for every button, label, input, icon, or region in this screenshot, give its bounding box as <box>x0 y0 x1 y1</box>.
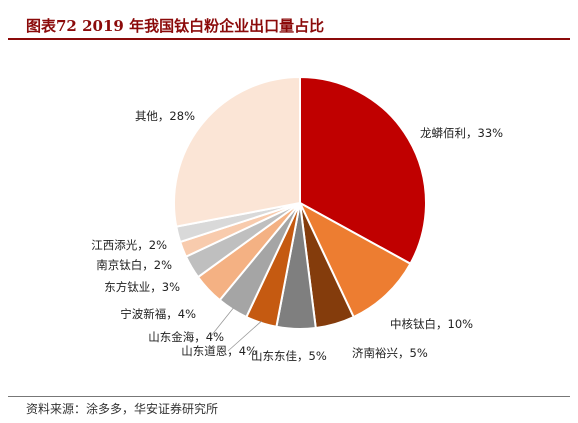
pie-chart: 龙蟒佰利，33% 中核钛白，10% 济南裕兴，5% 山东东佳，5%山东道恩，4%山东金… <box>91 75 503 363</box>
slice-label: 中核钛白，10% <box>390 317 473 331</box>
slice-label: 龙蟒佰利，33% <box>420 126 503 140</box>
chart-title: 图表72 2019 年我国钛白粉企业出口量占比 <box>26 17 325 35</box>
slice-label: 山东金海，4% <box>148 330 224 344</box>
slice-label: 宁波新福，4% <box>120 307 196 321</box>
title-bar: 图表72 2019 年我国钛白粉企业出口量占比 <box>8 8 570 40</box>
leader-line <box>227 320 262 352</box>
pie-slice <box>173 75 301 228</box>
source-note: 资料来源：涂多多，华安证券研究所 <box>26 402 219 416</box>
source-bar: 资料来源：涂多多，华安证券研究所 <box>8 396 570 419</box>
pie-slices <box>173 75 427 331</box>
slice-labels: 龙蟒佰利，33% 中核钛白，10% 济南裕兴，5% 山东东佳，5%山东道恩，4%山东金… <box>91 109 503 363</box>
slice-label: 山东东佳，5% <box>251 349 327 363</box>
leader-lines <box>210 307 262 352</box>
slice-label: 山东道恩，4% <box>181 344 257 358</box>
slice-label: 江西添光，2% <box>91 238 167 252</box>
slice-label: 其他，28% <box>135 109 195 123</box>
pie-slice <box>299 75 427 266</box>
slice-label: 南京钛白，2% <box>96 258 172 272</box>
pie-slice <box>297 200 412 319</box>
slice-label: 东方钛业，3% <box>104 280 180 294</box>
slice-label: 济南裕兴，5% <box>352 346 428 360</box>
leader-line <box>210 307 234 337</box>
